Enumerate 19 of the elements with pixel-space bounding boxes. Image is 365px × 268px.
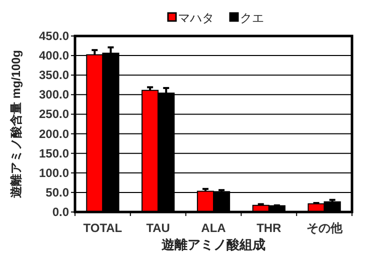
y-tick-label: 200.0 (38, 126, 70, 141)
y-tick-label: 450.0 (38, 29, 70, 43)
legend-label: マハタ (178, 11, 214, 25)
y-tick-label: 250.0 (38, 107, 70, 122)
x-tick-label: ALA (201, 221, 226, 235)
x-tick-label: その他 (306, 221, 344, 235)
y-tick-label: 100.0 (38, 166, 70, 180)
x-tick-label: THR (256, 221, 282, 235)
y-tick-label: 0.0 (52, 205, 70, 219)
y-tick-label: 400.0 (38, 48, 70, 63)
y-tick-label: 350.0 (38, 68, 70, 82)
y-tick-label: 50.0 (46, 185, 70, 200)
y-tick-label: 150.0 (38, 146, 70, 160)
y-tick-label: 300.0 (38, 88, 70, 102)
y-axis-title: 遊離アミノ酸含量 mg/100g (9, 50, 23, 198)
x-axis-title: 遊離アミノ酸組成 (162, 237, 266, 252)
x-tick-label: TOTAL (83, 221, 122, 235)
x-tick-label: TAU (146, 221, 170, 235)
legend-label: クエ (240, 11, 264, 25)
